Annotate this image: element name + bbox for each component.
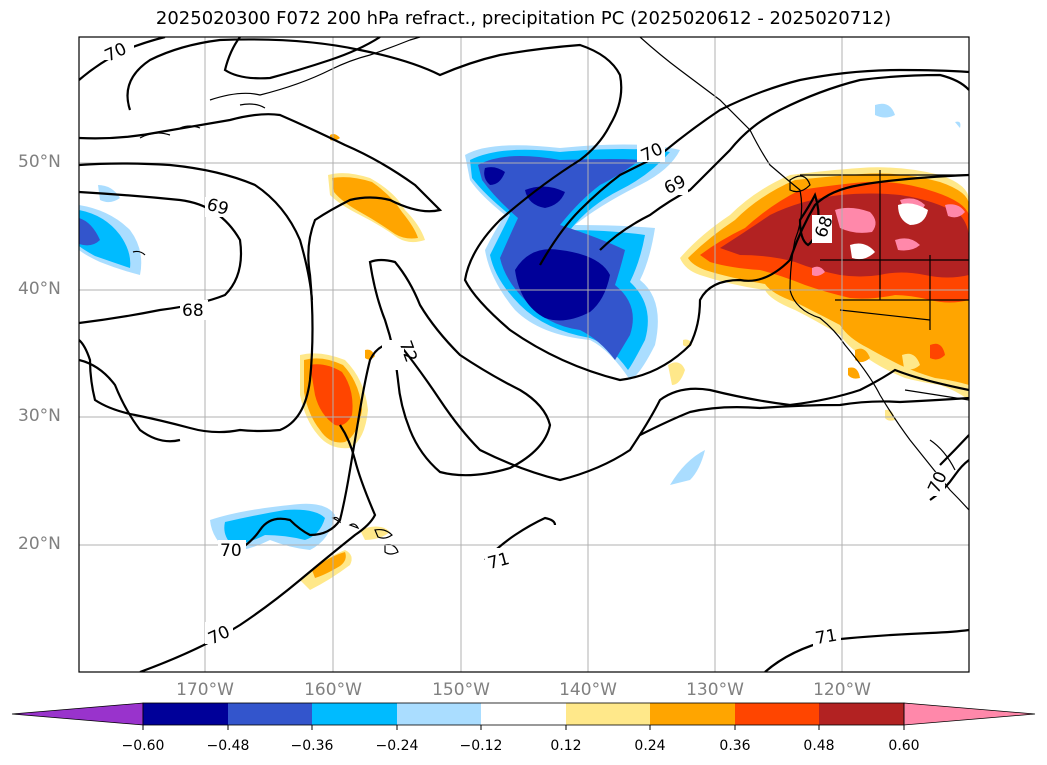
contour-label: 70 bbox=[220, 541, 242, 561]
colorbar-tick-label: −0.48 bbox=[206, 738, 250, 754]
refractivity-contours bbox=[79, 37, 969, 672]
colorbar-tick-label: −0.60 bbox=[121, 738, 165, 754]
colorbar-tick-label: 0.60 bbox=[888, 738, 920, 754]
colorbar-bin bbox=[143, 703, 228, 725]
gridlines bbox=[79, 37, 969, 672]
lat-label: 30°N bbox=[18, 406, 61, 426]
colorbar-tick-label: 0.12 bbox=[550, 738, 582, 754]
colorbar-bin bbox=[397, 703, 481, 725]
precip-positive-shading bbox=[300, 134, 969, 590]
colorbar-tick-label: 0.24 bbox=[634, 738, 666, 754]
colorbar-bin bbox=[735, 703, 819, 725]
lon-label: 170°W bbox=[176, 680, 234, 700]
lat-label: 20°N bbox=[18, 534, 61, 554]
colorbar bbox=[11, 702, 1036, 730]
lon-label: 120°W bbox=[813, 680, 871, 700]
colorbar-bin bbox=[228, 703, 312, 725]
colorbar-tick-label: −0.36 bbox=[290, 738, 334, 754]
lon-label: 150°W bbox=[432, 680, 490, 700]
plot-frame bbox=[78, 36, 970, 673]
colorbar-bin bbox=[566, 703, 650, 725]
colorbar-tick-label: −0.24 bbox=[375, 738, 419, 754]
lon-label: 140°W bbox=[559, 680, 617, 700]
colorbar-tick-label: 0.36 bbox=[719, 738, 751, 754]
coastlines bbox=[132, 37, 969, 555]
lon-label: 130°W bbox=[686, 680, 744, 700]
colorbar-bin bbox=[481, 703, 566, 725]
contour-label: 68 bbox=[182, 301, 204, 321]
colorbar-extend-high bbox=[903, 702, 1036, 726]
lon-label: 160°W bbox=[304, 680, 362, 700]
colorbar-bin bbox=[650, 703, 735, 725]
lat-label: 40°N bbox=[18, 279, 61, 299]
plot-area bbox=[79, 37, 969, 672]
colorbar-bin bbox=[312, 703, 397, 725]
colorbar-bin bbox=[819, 703, 904, 725]
contour-label: 71 bbox=[814, 626, 839, 649]
colorbar-tick-label: 0.48 bbox=[803, 738, 835, 754]
map-title: 2025020300 F072 200 hPa refract., precip… bbox=[155, 8, 892, 29]
lat-label: 50°N bbox=[18, 152, 61, 172]
colorbar-extend-low bbox=[11, 702, 144, 726]
colorbar-tick-label: −0.12 bbox=[459, 738, 503, 754]
